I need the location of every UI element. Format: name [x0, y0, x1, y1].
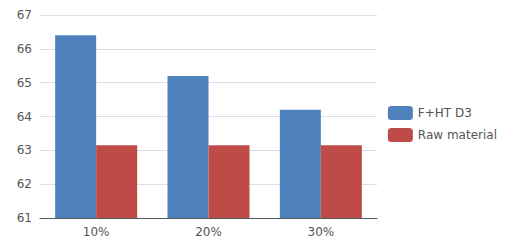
svg-text:Raw material: Raw material: [418, 128, 497, 142]
svg-text:61: 61: [17, 211, 32, 225]
svg-text:10%: 10%: [83, 225, 110, 239]
svg-text:64: 64: [17, 110, 32, 124]
svg-text:66: 66: [17, 42, 32, 56]
svg-text:F+HT D3: F+HT D3: [418, 106, 472, 120]
svg-text:20%: 20%: [195, 225, 222, 239]
svg-text:67: 67: [17, 8, 32, 22]
svg-text:63: 63: [17, 143, 32, 157]
svg-text:62: 62: [17, 177, 32, 191]
svg-text:65: 65: [17, 76, 32, 90]
svg-text:30%: 30%: [307, 225, 334, 239]
